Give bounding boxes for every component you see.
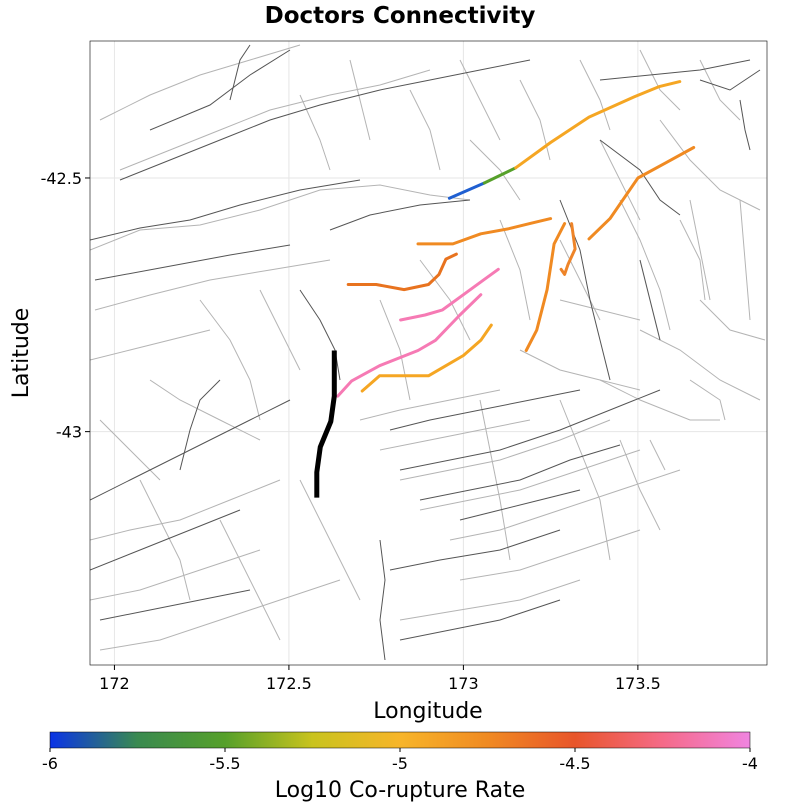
background-faults [90,44,766,651]
chart-title: Doctors Connectivity [265,3,536,29]
colorbar-tick-label: -5 [392,754,408,773]
x-tick-label: 173.5 [615,674,661,693]
colorbar-ticks: -6 -5.5 -5 -4.5 -4 [42,748,758,773]
rupture-trace [447,181,486,200]
y-tick-label: -42.5 [41,169,82,188]
rupture-trace [559,222,577,276]
colorbar [49,731,751,749]
rupture-trace [346,252,458,292]
x-tick-label: 172.5 [266,674,312,693]
rupture-trace [336,293,483,398]
plot-frame [89,40,768,666]
rupture-traces [336,80,696,398]
plot-area [90,41,767,665]
rupture-trace [360,323,493,393]
x-tick-label: 172 [99,674,130,693]
source-fault [314,350,337,498]
x-axis-label: Longitude [373,699,482,724]
fault-network [90,44,766,661]
y-axis-ticks: -42.5 -43 [41,169,90,442]
x-tick-label: 173 [448,674,479,693]
colorbar-tick-label: -4 [742,754,758,773]
colorbar-tick-label: -6 [42,754,58,773]
rupture-trace [416,217,553,246]
y-axis-label: Latitude [9,308,34,399]
rupture-trace [514,80,682,170]
y-tick-label: -43 [56,423,82,442]
rupture-trace [587,146,696,241]
x-axis-ticks: 172 172.5 173 173.5 [99,665,661,693]
colorbar-tick-label: -5.5 [209,754,240,773]
colorbar-tick-label: -4.5 [559,754,590,773]
rupture-trace [399,267,500,322]
rupture-trace [524,222,567,352]
colorbar-label: Log10 Co-rupture Rate [275,778,526,803]
rupture-trace [482,166,518,185]
source-fault-trace [314,350,337,498]
grid [90,41,767,665]
major-faults [90,44,761,661]
